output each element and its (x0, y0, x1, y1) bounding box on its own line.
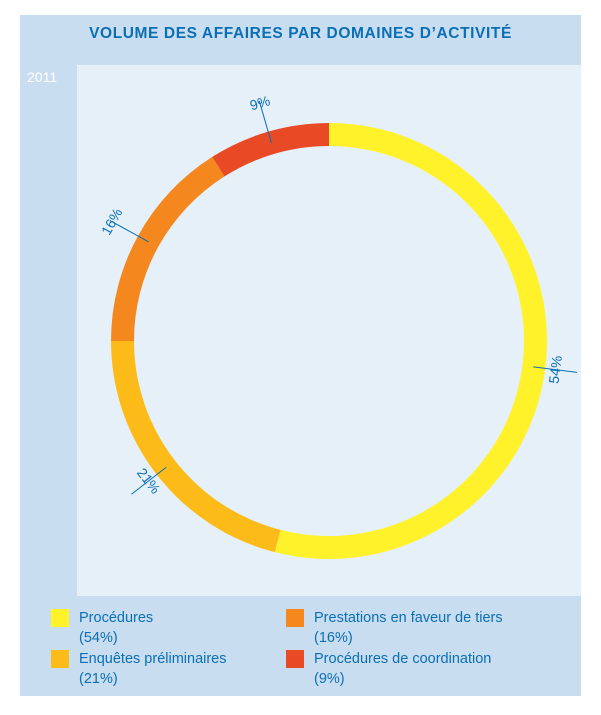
legend-label: Procédures (54%) (79, 610, 154, 646)
legend-item-coordination: Procédures de coordination (9%) (286, 649, 491, 689)
leader-line (109, 220, 149, 243)
slice-prestations (111, 156, 225, 341)
legend: Procédures (54%) Enquêtes préliminaires … (20, 596, 581, 696)
legend-swatch (286, 650, 304, 668)
label-procedures: 54% (546, 355, 565, 385)
year-label: 2011 (27, 69, 58, 85)
chart-title: VOLUME DES AFFAIRES PAR DOMAINES D’ACTIV… (89, 25, 512, 42)
chart-frame: VOLUME DES AFFAIRES PAR DOMAINES D’ACTIV… (20, 15, 581, 696)
legend-label: Prestations en faveur de tiers (16%) (314, 610, 503, 646)
donut-chart: 54%21%16%9% (98, 92, 578, 560)
legend-item-procedures: Procédures (54%) (51, 608, 153, 648)
plot-area: 54% 21% 16% 9% (77, 65, 581, 596)
legend-item-prestations: Prestations en faveur de tiers (16%) (286, 608, 503, 648)
legend-label: Procédures de coordination (9%) (314, 651, 492, 687)
legend-swatch (51, 650, 69, 668)
legend-swatch (51, 609, 69, 627)
slice-enquetes (111, 341, 281, 553)
slice-coordination (212, 123, 329, 177)
leader-line (131, 466, 167, 495)
legend-swatch (286, 609, 304, 627)
legend-item-enquetes: Enquêtes préliminaires (21%) (51, 649, 227, 689)
slice-procedures (274, 123, 548, 560)
legend-label: Enquêtes préliminaires (21%) (79, 651, 227, 687)
year-column: 2011 (20, 65, 77, 596)
label-coordination: 9% (248, 92, 272, 113)
leader-line (533, 366, 578, 373)
leader-line (258, 100, 273, 144)
label-prestations: 16% (98, 205, 126, 237)
